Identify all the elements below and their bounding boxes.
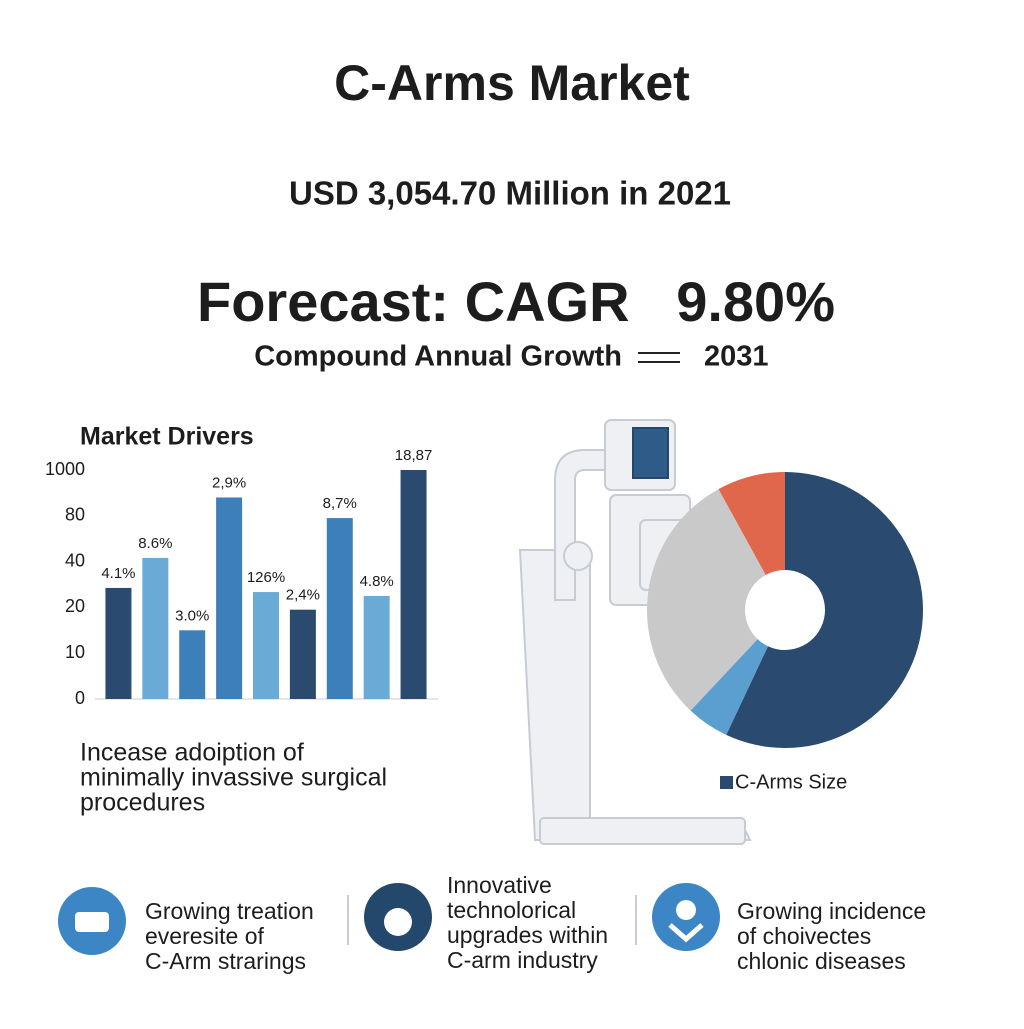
driver-item-line: technolorical — [447, 897, 576, 923]
bar-annotation: 4.1% — [101, 565, 135, 582]
bar — [400, 470, 427, 699]
bar-annotation: 8,7% — [323, 495, 357, 512]
title: C-Arms Market — [334, 55, 690, 111]
bar — [253, 592, 279, 699]
pie-slice — [690, 639, 768, 735]
y-tick-label: 0 — [75, 688, 85, 708]
driver-main-line: minimally invassive surgical — [80, 764, 387, 792]
bar — [363, 595, 390, 699]
bar — [326, 518, 353, 699]
bar-annotation: 4.8% — [360, 573, 394, 590]
subtitle: USD 3,054.70 Million in 2021 — [289, 175, 731, 212]
equals-sign — [638, 352, 680, 363]
bar-annotation: 8.6% — [138, 535, 172, 552]
driver-item-line: C-arm industry — [447, 947, 598, 973]
bar-annotation: 2,9% — [212, 474, 246, 491]
pie-slice — [718, 472, 785, 575]
bar-annotation: 2,4% — [286, 587, 320, 604]
driver-main-line: procedures — [80, 789, 205, 817]
y-tick-label: 80 — [65, 505, 85, 525]
driver-item-line: chlonic diseases — [737, 948, 906, 974]
driver-item-line: C-Arm strarings — [145, 948, 306, 974]
bar — [216, 497, 243, 699]
legend-label: C-Arms Size — [735, 771, 847, 793]
y-tick-label: 40 — [65, 550, 85, 570]
driver-main-line: Incease adoiption of — [80, 739, 304, 767]
forecast: Forecast: CAGR 9.80% — [197, 270, 835, 333]
bar-annotation: 18,87 — [395, 447, 433, 464]
bar — [289, 609, 316, 699]
bar — [179, 630, 206, 699]
pie-slice — [726, 472, 923, 748]
bar — [142, 557, 169, 699]
bar — [105, 587, 132, 699]
bar-annotation: 126% — [247, 569, 285, 586]
pie-slice — [647, 489, 766, 711]
driver-item-line: of choivectes — [737, 923, 871, 949]
chart-title: Market Drivers — [80, 423, 254, 451]
bar-annotation: 3.0% — [175, 607, 209, 624]
driver-item-line: Innovative — [447, 872, 552, 898]
note-right: 2031 — [704, 341, 769, 373]
y-tick-label: 1000 — [45, 459, 85, 479]
driver-item-line: upgrades within — [447, 922, 608, 948]
icons — [58, 883, 720, 955]
y-tick-label: 20 — [65, 596, 85, 616]
y-tick-label: 10 — [65, 642, 85, 662]
driver-item-line: everesite of — [145, 923, 265, 949]
legend-swatch — [720, 776, 733, 789]
driver-item-line: Growing incidence — [737, 898, 926, 924]
note-left: Compound Annual Growth — [254, 341, 622, 373]
driver-item-line: Growing treation — [145, 898, 314, 924]
